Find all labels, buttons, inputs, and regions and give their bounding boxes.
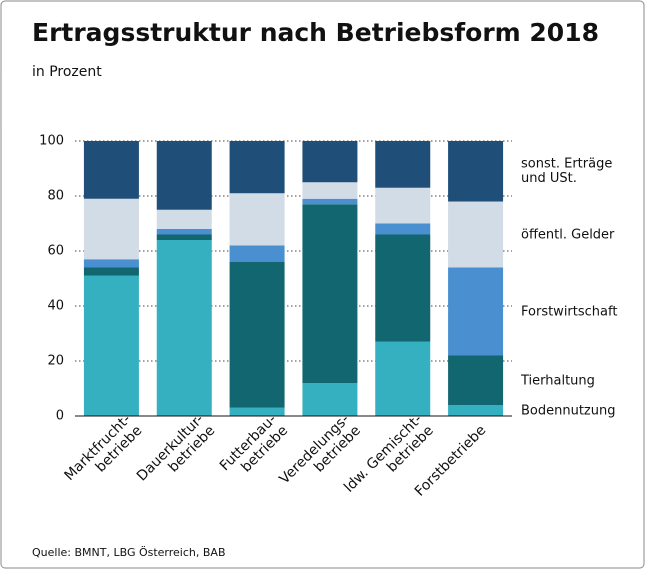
bar-segment: [448, 267, 504, 356]
bar-segment: [302, 141, 358, 183]
legend-label: Tierhaltung: [520, 373, 595, 388]
bar-segment: [448, 201, 504, 268]
bar-segment: [83, 141, 139, 199]
bar-segment: [83, 267, 139, 276]
bar-segment: [302, 204, 358, 383]
bar-segment: [302, 383, 358, 416]
bar-segment: [448, 141, 504, 202]
y-tick-label: 100: [39, 134, 64, 149]
bar-segment: [156, 234, 212, 240]
bar-segment: [156, 240, 212, 416]
legend-label: Bodennutzung: [521, 403, 616, 418]
bar-segment: [229, 193, 285, 246]
source: Quelle: BMNT, LBG Österreich, BAB: [32, 546, 226, 559]
bar-segment: [302, 198, 358, 205]
y-tick-label: 60: [47, 244, 64, 259]
bar-segment: [156, 141, 212, 210]
legend-label: Forstwirtschaft: [521, 304, 617, 319]
bar-segment: [229, 262, 285, 408]
bar-segment: [302, 182, 358, 199]
bar-segment: [375, 234, 431, 342]
legend-label: öffentl. Gelder: [521, 227, 615, 242]
bar-segment: [375, 223, 431, 235]
bar-segment: [229, 141, 285, 194]
bar-segment: [448, 405, 504, 416]
bar-segment: [375, 341, 431, 416]
y-tick-label: 0: [56, 409, 64, 424]
bar-segment: [375, 141, 431, 188]
bar-segment: [229, 407, 285, 416]
y-tick-label: 80: [47, 189, 64, 204]
y-tick-label: 40: [47, 299, 64, 314]
y-tick-label: 20: [47, 354, 64, 369]
bar-segment: [83, 259, 139, 268]
bar-segment: [156, 209, 212, 229]
bar-segment: [448, 355, 504, 405]
bar-segment: [156, 229, 212, 235]
chart-title: Ertragsstruktur nach Betriebsform 2018: [32, 18, 599, 47]
chart-subtitle: in Prozent: [32, 64, 102, 80]
bar-segment: [375, 187, 431, 224]
bar-segment: [229, 245, 285, 262]
bar-segment: [83, 198, 139, 260]
bar-segment: [83, 275, 139, 416]
legend-label: sonst. Erträge und USt.: [521, 156, 612, 186]
